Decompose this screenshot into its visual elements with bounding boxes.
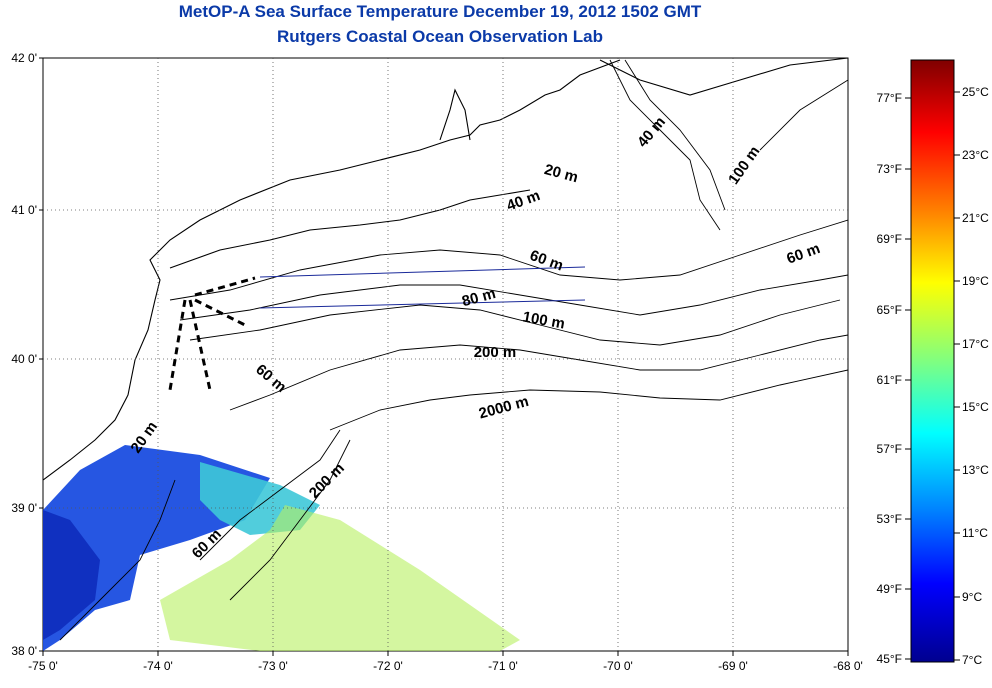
lat-label: 38 0': [11, 644, 37, 658]
colorbar-label-f: 77°F: [877, 91, 902, 105]
colorbar-label-c: 23°C: [962, 148, 989, 162]
lon-label: -71 0': [488, 659, 518, 673]
depth-label: 200 m: [474, 344, 517, 361]
colorbar-label-c: 11°C: [962, 526, 988, 540]
coastline: [43, 58, 848, 481]
plot-area: [42, 57, 849, 652]
colorbar-fahrenheit-scale: 77°F 73°F 69°F 65°F 61°F 57°F 53°F 49°F 45°F: [877, 91, 911, 666]
warm-water-patch: [160, 505, 520, 651]
colorbar-label-f: 65°F: [877, 303, 902, 317]
lon-label: -69 0': [718, 659, 748, 673]
colorbar-label-c: 9°C: [962, 590, 982, 604]
colorbar-label-f: 61°F: [877, 373, 902, 387]
map-subtitle: Rutgers Coastal Ocean Observation Lab: [277, 27, 603, 46]
colorbar-label-c: 7°C: [962, 653, 982, 667]
lon-label: -73 0': [258, 659, 288, 673]
colorbar-label-f: 49°F: [877, 582, 902, 596]
longitude-axis: -75 0' -74 0' -73 0' -72 0' -71 0' -70 0' -69 …: [28, 651, 863, 673]
colorbar-label-f: 69°F: [877, 232, 902, 246]
graticule: [43, 58, 848, 651]
harbor-approach-lanes: [168, 276, 256, 391]
lon-label: -68 0': [833, 659, 863, 673]
colorbar-label-c: 21°C: [962, 211, 989, 225]
lat-label: 40 0': [11, 352, 37, 366]
colorbar-label-f: 73°F: [877, 162, 902, 176]
sst-data-layer: [43, 445, 520, 651]
cold-deep-patch: [43, 510, 100, 640]
lat-label: 41 0': [11, 203, 37, 217]
colorbar-label-c: 13°C: [962, 463, 989, 477]
lon-label: -74 0': [143, 659, 173, 673]
shipping-lanes: [259, 266, 586, 309]
colorbar-label-c: 19°C: [962, 274, 989, 288]
lon-label: -72 0': [373, 659, 403, 673]
colorbar-label-f: 57°F: [877, 442, 902, 456]
colorbar-celsius-scale: 25°C 23°C 21°C 19°C 17°C 15°C 13°C 11°C 9°C 7°C: [954, 85, 989, 667]
colorbar-label-c: 25°C: [962, 85, 989, 99]
colorbar-label-c: 15°C: [962, 400, 989, 414]
bathymetry-contours: [59, 59, 848, 641]
colorbar-label-f: 45°F: [877, 652, 902, 666]
map-title: MetOP-A Sea Surface Temperature December…: [178, 2, 702, 21]
latitude-axis: 42 0' 41 0' 40 0' 39 0' 38 0': [11, 51, 43, 658]
colorbar: [910, 59, 955, 663]
lon-label: -70 0': [603, 659, 633, 673]
colorbar-label-f: 53°F: [877, 512, 902, 526]
lon-label: -75 0': [28, 659, 58, 673]
lat-label: 39 0': [11, 501, 37, 515]
colorbar-label-c: 17°C: [962, 337, 989, 351]
lat-label: 42 0': [11, 51, 37, 65]
